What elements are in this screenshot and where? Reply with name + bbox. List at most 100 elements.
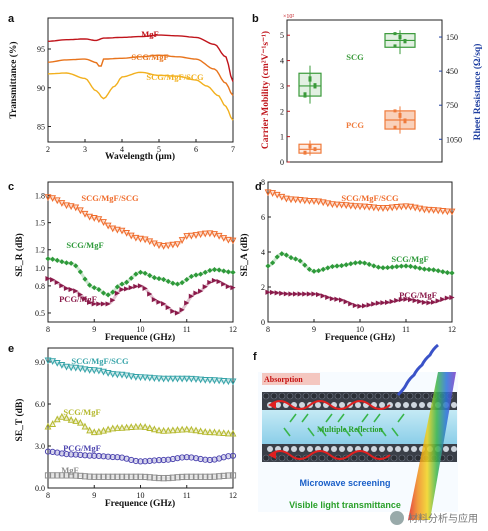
data-point bbox=[59, 283, 65, 289]
data-point bbox=[270, 260, 276, 266]
atom bbox=[451, 446, 457, 452]
data-point bbox=[316, 268, 322, 274]
data-point bbox=[274, 290, 280, 296]
series-c: SCG/MgF/SCG SCG/MgF PCG/MgF bbox=[44, 193, 237, 316]
atom bbox=[422, 392, 430, 400]
data-point bbox=[269, 190, 277, 197]
data-point bbox=[146, 474, 153, 481]
y2-tick-label: 450 bbox=[446, 67, 458, 76]
resistance-point bbox=[393, 109, 397, 113]
y-tick-label: 6 bbox=[261, 213, 265, 222]
atom bbox=[315, 402, 321, 408]
panel-b: b 0 1 2 3 4 5 150 450 750 1050 SCG PCG ×10² Carrie… bbox=[252, 13, 483, 167]
data-point bbox=[417, 265, 423, 271]
data-point bbox=[133, 283, 139, 290]
atom bbox=[318, 454, 326, 462]
data-point bbox=[324, 200, 332, 208]
data-point bbox=[197, 376, 205, 384]
data-point bbox=[220, 378, 228, 385]
data-point bbox=[379, 205, 387, 212]
data-point bbox=[169, 241, 177, 249]
ticks-a: 2 3 4 5 6 7 85 90 95 bbox=[37, 45, 235, 154]
data-point bbox=[225, 269, 231, 275]
data-point bbox=[187, 425, 195, 433]
data-point bbox=[202, 456, 209, 463]
data-point bbox=[362, 260, 368, 266]
data-point bbox=[184, 300, 190, 306]
y-tick-label: 0.8 bbox=[35, 282, 45, 291]
panel-c: c 8 9 10 11 12 0.5 0.8 1.0 1.2 1.5 1.8 SCG/MgF/SCG… bbox=[8, 181, 237, 343]
data-point bbox=[127, 423, 135, 430]
data-point bbox=[411, 204, 419, 212]
series-label: SCG/MgF/SCG bbox=[341, 193, 399, 203]
data-point bbox=[202, 269, 208, 275]
data-point bbox=[448, 208, 456, 216]
series-band bbox=[47, 450, 234, 463]
data-point bbox=[197, 473, 204, 480]
ylabel-b: Carrier Mobility (cm²V⁻¹s⁻¹) bbox=[260, 31, 271, 149]
series-label: SCG/MgF bbox=[131, 52, 168, 62]
atom bbox=[294, 392, 302, 400]
ylabel-c: SE_R (dB) bbox=[14, 233, 25, 277]
data-point bbox=[124, 286, 130, 292]
data-point bbox=[293, 291, 299, 297]
reflection-arrow-icon bbox=[301, 413, 309, 423]
data-point bbox=[100, 301, 107, 307]
data-point bbox=[183, 233, 191, 240]
data-point bbox=[119, 286, 125, 293]
y2label-b: Rheet Resistance (Ω/sq) bbox=[472, 44, 483, 141]
data-point bbox=[151, 296, 157, 303]
data-point bbox=[380, 265, 386, 271]
data-point bbox=[207, 279, 213, 286]
series-e: SCG/MgF/SCG SCG/MgF PCG/MgF MgF bbox=[44, 356, 237, 482]
series-label: PCG/MgF bbox=[399, 290, 437, 300]
series-label: SCG/MgF/SCG bbox=[146, 72, 204, 82]
data-point bbox=[230, 269, 236, 275]
mobility-point bbox=[308, 76, 312, 80]
data-point bbox=[164, 426, 172, 434]
data-point bbox=[301, 197, 309, 205]
atom bbox=[406, 392, 414, 400]
data-point bbox=[339, 297, 345, 303]
data-point bbox=[165, 456, 172, 463]
data-point bbox=[384, 204, 392, 212]
atom bbox=[395, 402, 401, 408]
data-point bbox=[202, 473, 209, 480]
data-point bbox=[54, 257, 60, 263]
atom bbox=[331, 446, 337, 452]
data-point bbox=[221, 268, 227, 274]
mobility-point bbox=[303, 92, 307, 96]
data-point bbox=[146, 424, 154, 431]
data-point bbox=[343, 262, 349, 268]
microwave-screening-label: Microwave screening bbox=[299, 478, 390, 488]
data-point bbox=[77, 291, 83, 298]
data-point bbox=[449, 270, 455, 276]
data-point bbox=[114, 290, 120, 296]
data-point bbox=[201, 427, 209, 435]
data-point bbox=[174, 241, 181, 249]
data-point bbox=[58, 362, 66, 369]
data-point bbox=[207, 267, 213, 274]
y-tick-label: 2 bbox=[280, 107, 284, 116]
data-point bbox=[113, 371, 121, 379]
data-point bbox=[434, 207, 442, 215]
data-point bbox=[329, 296, 335, 302]
data-point bbox=[385, 299, 391, 305]
data-point bbox=[215, 377, 223, 385]
panel-letter-a: a bbox=[8, 13, 15, 25]
data-point bbox=[283, 291, 289, 297]
data-point bbox=[77, 451, 84, 458]
data-point bbox=[91, 452, 98, 459]
data-point bbox=[68, 472, 75, 479]
data-point bbox=[72, 417, 80, 424]
data-point bbox=[73, 263, 79, 269]
data-point bbox=[100, 290, 107, 296]
x-tick-label: 12 bbox=[448, 325, 456, 334]
data-point bbox=[206, 473, 213, 480]
data-point bbox=[155, 474, 163, 482]
data-point bbox=[348, 261, 354, 267]
data-point bbox=[132, 457, 139, 465]
data-point bbox=[77, 269, 83, 275]
reflection-arrow-icon bbox=[373, 413, 381, 423]
data-point bbox=[150, 240, 158, 248]
